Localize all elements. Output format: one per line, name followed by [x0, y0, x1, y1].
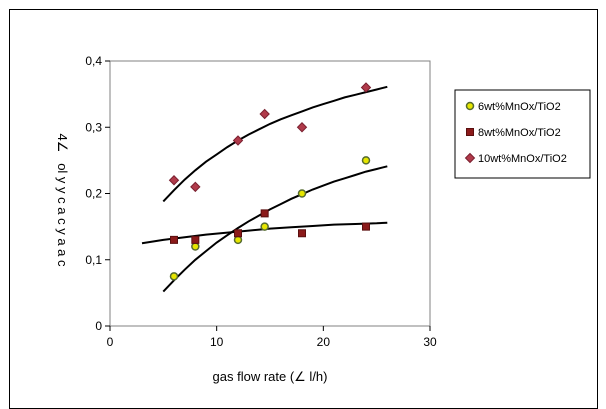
trend-lines — [141, 85, 388, 293]
data-point-diamond — [190, 181, 201, 193]
legend-label: 10wt%MnOx/TiO2 — [478, 153, 567, 165]
trend-line — [141, 221, 388, 245]
data-point-diamond — [259, 108, 270, 120]
trend-line — [162, 85, 388, 203]
data-point-square — [191, 235, 200, 244]
data-point-square — [298, 229, 306, 238]
legend: 6wt%MnOx/TiO2 8wt%MnOx/TiO2 10wt%MnOx/TiO2 — [454, 89, 591, 179]
x-tick-label: 30 — [423, 335, 437, 349]
x-axis-ticks: 0 10 20 30 — [107, 326, 437, 349]
legend-label: 8wt%MnOx/TiO2 — [478, 127, 561, 139]
chart-svg: 0 0,1 0,2 0,3 0,4 0 10 20 30 gas flow rate (∠ l… — [55, 54, 591, 384]
x-tick-label: 0 — [107, 335, 114, 349]
legend-marker — [465, 101, 475, 111]
y-tick-label: 0,4 — [85, 54, 102, 68]
x-tick-label: 20 — [317, 335, 331, 349]
y-axis-ticks: 0 0,1 0,2 0,3 0,4 — [85, 54, 110, 333]
data-point-circle — [260, 222, 269, 231]
legend-items: 6wt%MnOx/TiO2 8wt%MnOx/TiO2 10wt%MnOx/TiO2 — [464, 101, 567, 165]
data-point-circle — [297, 189, 307, 198]
data-point-diamond — [296, 122, 308, 133]
legend-label: 6wt%MnOx/TiO2 — [478, 101, 561, 113]
y-tick-label: 0,2 — [85, 187, 102, 201]
y-tick-label: 0 — [95, 319, 102, 333]
data-point-square — [170, 235, 178, 244]
legend-box — [454, 89, 591, 179]
data-point-circle — [233, 235, 243, 245]
trend-line — [162, 165, 388, 293]
data-point-diamond — [168, 175, 180, 186]
data-points — [168, 82, 372, 281]
y-axis-label: 4∠ ol y y c a c y a a c — [55, 133, 70, 267]
data-point-square — [362, 222, 370, 231]
data-point-circle — [361, 156, 371, 165]
y-tick-label: 0,1 — [85, 253, 102, 267]
y-tick-label: 0,3 — [85, 120, 102, 134]
x-tick-label: 10 — [210, 335, 224, 349]
data-point-diamond — [232, 135, 244, 146]
plot-area — [109, 60, 431, 327]
x-axis-label: gas flow rate (∠ l/h) — [213, 369, 328, 384]
data-point-square — [234, 229, 242, 238]
data-point-circle — [169, 272, 179, 281]
data-point-circle — [191, 242, 200, 251]
legend-marker — [466, 128, 474, 136]
legend-marker — [464, 152, 476, 164]
data-point-diamond — [360, 82, 372, 93]
data-point-square — [260, 209, 269, 218]
